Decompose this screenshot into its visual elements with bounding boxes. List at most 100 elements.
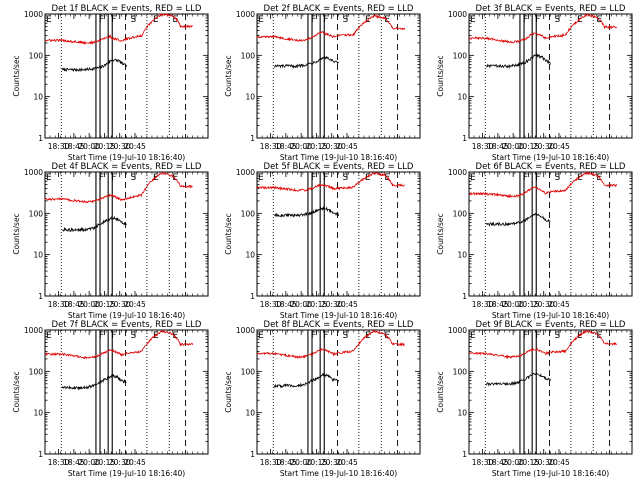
series-lld — [468, 12, 618, 44]
series-events — [62, 215, 127, 233]
event-marker-F: F — [99, 15, 104, 25]
x-tick-label: 20:45 — [124, 458, 146, 467]
x-tick-label: 20:30 — [321, 300, 343, 309]
x-tick-label: 20:45 — [548, 300, 570, 309]
y-tick-label: 1000 — [24, 10, 43, 19]
x-tick-label: 20:45 — [336, 458, 358, 467]
x-axis-label: Start Time (19-Jul-10 18:16:40) — [68, 311, 185, 320]
x-tick-label: 20:45 — [336, 142, 358, 151]
plot-frame — [44, 171, 209, 297]
event-marker-F: F — [523, 15, 528, 25]
series-events — [61, 58, 127, 73]
x-tick-label: 20:45 — [124, 142, 146, 151]
y-tick-label: 1 — [462, 450, 467, 459]
x-tick-label: 20:00 — [502, 458, 524, 467]
event-marker-F: F — [311, 173, 316, 183]
series-events — [61, 373, 127, 391]
x-tick-label: 20:30 — [321, 142, 343, 151]
event-marker-F: F — [111, 331, 116, 341]
event-marker-F: F — [311, 15, 316, 25]
x-tick-label: 20:00 — [502, 300, 524, 309]
y-axis-label: Counts/sec — [12, 371, 21, 412]
x-axis-label: Start Time (19-Jul-10 18:16:40) — [280, 153, 397, 162]
y-tick-label: 10 — [457, 409, 467, 418]
event-marker-E: E — [365, 15, 371, 25]
event-marker-E: E — [384, 15, 390, 25]
y-tick-label: 1 — [250, 292, 255, 301]
x-axis-label: Start Time (19-Jul-10 18:16:40) — [492, 153, 609, 162]
series-lld — [256, 171, 405, 192]
x-tick-label: 20:00 — [290, 142, 312, 151]
event-marker-E: E — [258, 331, 264, 341]
series-lld — [256, 329, 405, 359]
event-marker-E: E — [153, 331, 159, 341]
x-tick-label: 20:15 — [94, 458, 116, 467]
y-tick-label: 1000 — [24, 326, 43, 335]
x-axis-label: Start Time (19-Jul-10 18:16:40) — [492, 469, 609, 478]
x-tick-label: 20:15 — [94, 300, 116, 309]
y-tick-label: 100 — [453, 209, 468, 218]
y-tick-label: 10 — [245, 93, 255, 102]
plot-frame — [44, 13, 209, 139]
event-marker-E: E — [258, 173, 264, 183]
panel-title: Det 9f BLACK = Events, RED = LLD — [476, 320, 626, 330]
y-axis-label: Counts/sec — [436, 213, 445, 254]
event-marker-F: F — [311, 331, 316, 341]
y-axis-label: Counts/sec — [224, 55, 233, 96]
x-axis-label: Start Time (19-Jul-10 18:16:40) — [280, 311, 397, 320]
y-tick-label: 1 — [250, 450, 255, 459]
event-marker-S: S — [555, 173, 561, 183]
panel-title: Det 6f BLACK = Events, RED = LLD — [476, 162, 626, 172]
x-tick-label: 18:30 — [472, 458, 494, 467]
y-axis-label: Counts/sec — [436, 55, 445, 96]
event-marker-E: E — [172, 173, 178, 183]
y-tick-label: 10 — [33, 251, 43, 260]
series-events — [485, 370, 551, 387]
y-tick-label: 1000 — [236, 326, 255, 335]
x-tick-label: 18:45 — [275, 300, 297, 309]
event-marker-F: F — [323, 331, 328, 341]
x-tick-label: 20:00 — [78, 458, 100, 467]
x-tick-label: 18:45 — [487, 142, 509, 151]
x-tick-label: 20:00 — [290, 300, 312, 309]
y-tick-label: 1 — [462, 292, 467, 301]
event-marker-S: S — [343, 15, 349, 25]
x-tick-label: 18:30 — [260, 458, 282, 467]
y-axis-label: Counts/sec — [12, 55, 21, 96]
x-axis-label: Start Time (19-Jul-10 18:16:40) — [280, 469, 397, 478]
y-tick-label: 10 — [457, 251, 467, 260]
y-tick-label: 1000 — [448, 326, 467, 335]
series-lld — [256, 14, 406, 42]
event-marker-E: E — [577, 331, 583, 341]
event-marker-E: E — [470, 15, 476, 25]
plot-frame — [468, 171, 633, 297]
panel-title: Det 5f BLACK = Events, RED = LLD — [264, 162, 414, 172]
x-tick-label: 18:30 — [48, 142, 70, 151]
x-tick-label: 18:30 — [260, 300, 282, 309]
x-tick-label: 18:30 — [260, 142, 282, 151]
y-axis-label: Counts/sec — [224, 371, 233, 412]
x-tick-label: 20:45 — [548, 458, 570, 467]
panel-det-2: Det 2f BLACK = Events, RED = LLD 1 10 100 10… — [224, 4, 421, 162]
panel-det-9: Det 9f BLACK = Events, RED = LLD 1 10 100 10… — [436, 320, 633, 478]
x-tick-label: 20:15 — [518, 142, 540, 151]
x-axis-label: Start Time (19-Jul-10 18:16:40) — [68, 469, 185, 478]
series-events — [273, 372, 339, 389]
series-lld — [44, 329, 194, 360]
x-tick-label: 18:30 — [472, 300, 494, 309]
y-tick-label: 100 — [29, 209, 44, 218]
event-marker-E: E — [46, 331, 52, 341]
series-lld — [468, 329, 617, 360]
y-tick-label: 10 — [33, 93, 43, 102]
y-tick-label: 100 — [29, 51, 44, 60]
x-axis-label: Start Time (19-Jul-10 18:16:40) — [68, 153, 185, 162]
event-marker-S: S — [343, 173, 349, 183]
x-tick-label: 20:45 — [124, 300, 146, 309]
event-marker-E: E — [365, 173, 371, 183]
event-marker-F: F — [99, 173, 104, 183]
y-tick-label: 1000 — [448, 10, 467, 19]
y-tick-label: 10 — [245, 251, 255, 260]
event-marker-F: F — [111, 15, 116, 25]
panel-title: Det 4f BLACK = Events, RED = LLD — [52, 162, 202, 172]
x-tick-label: 20:15 — [94, 142, 116, 151]
